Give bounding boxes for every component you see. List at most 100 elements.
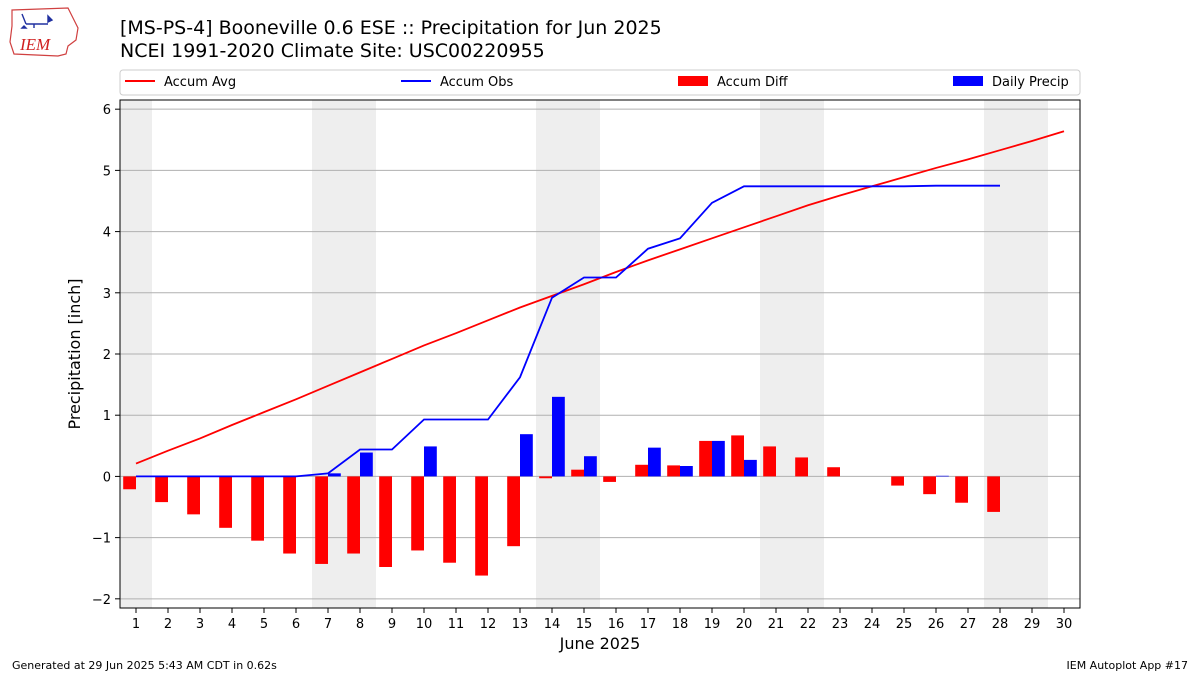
accum-diff-bar-day-10 [411, 476, 424, 551]
x-tick-label: 17 [640, 617, 657, 632]
legend-label-daily-precip: Daily Precip [992, 75, 1069, 90]
legend-label-accum-diff: Accum Diff [717, 75, 789, 90]
x-tick-label: 22 [800, 617, 817, 632]
x-tick-label: 14 [544, 617, 561, 632]
x-tick-label: 20 [736, 617, 753, 632]
x-tick-label: 10 [416, 617, 433, 632]
x-tick-label: 27 [960, 617, 977, 632]
accum-diff-bar-day-20 [731, 435, 744, 477]
accum-diff-bar-day-12 [475, 476, 488, 576]
accum-diff-bar-day-7 [315, 476, 328, 564]
legend-label-accum-obs: Accum Obs [440, 75, 513, 90]
accum-diff-bar-day-9 [379, 476, 392, 567]
bars [123, 396, 1000, 576]
accum-diff-bar-day-28 [987, 476, 1000, 512]
daily-precip-bar-day-20 [744, 459, 757, 477]
daily-precip-bar-day-17 [648, 447, 661, 477]
x-tick-label: 16 [608, 617, 625, 632]
generated-timestamp: Generated at 29 Jun 2025 5:43 AM CDT in … [12, 659, 277, 672]
y-tick-label: −1 [92, 532, 111, 547]
daily-precip-bar-day-7 [328, 473, 341, 477]
accum-diff-bar-day-3 [187, 476, 200, 515]
accum-diff-bar-day-8 [347, 476, 360, 554]
accum-diff-bar-day-22 [795, 457, 808, 477]
legend: Accum Avg Accum Obs Accum Diff Daily Pre… [119, 69, 1081, 96]
x-tick-label: 12 [480, 617, 497, 632]
y-tick-label: 6 [103, 103, 111, 118]
x-axis: 1 2 3 4 5 6 7 8 9 10 11 12 13 14 15 16 17 18 19 20 21 22 23 24 2… [132, 608, 1072, 632]
x-tick-label: 2 [164, 617, 172, 632]
x-tick-label: 24 [864, 617, 881, 632]
daily-precip-bar-day-13 [520, 434, 533, 477]
x-tick-label: 4 [228, 617, 236, 632]
y-tick-label: 4 [103, 226, 111, 241]
gridlines [120, 108, 1080, 600]
daily-precip-bar-day-8 [360, 452, 373, 477]
weather-station-icon [20, 13, 54, 29]
legend-swatch-accum-diff [678, 76, 708, 86]
accum-diff-bar-day-1 [123, 476, 136, 490]
daily-precip-bar-day-14 [552, 396, 565, 477]
accum-diff-bar-day-15 [571, 469, 584, 477]
accum-diff-bar-day-18 [667, 465, 680, 477]
x-tick-label: 15 [576, 617, 593, 632]
x-tick-label: 9 [388, 617, 396, 632]
legend-label-accum-avg: Accum Avg [164, 75, 236, 90]
daily-precip-bar-day-26 [936, 475, 949, 477]
x-tick-label: 19 [704, 617, 721, 632]
x-tick-label: 23 [832, 617, 849, 632]
daily-precip-bar-day-19 [712, 440, 725, 477]
accum-diff-bar-day-17 [635, 464, 648, 477]
y-axis: −2 −1 0 1 2 3 4 5 6 [92, 103, 120, 608]
accum-diff-bar-day-6 [283, 476, 296, 554]
daily-precip-bar-day-15 [584, 456, 597, 477]
y-tick-label: −2 [92, 593, 111, 608]
accum-diff-bar-day-26 [923, 476, 936, 495]
accum-diff-bar-day-16 [603, 476, 616, 482]
chart-title-line2: NCEI 1991-2020 Climate Site: USC00220955 [120, 40, 545, 62]
accum-diff-bar-day-21 [763, 446, 776, 477]
x-axis-label: June 2025 [559, 634, 641, 653]
y-tick-label: 3 [103, 287, 111, 302]
y-tick-label: 5 [103, 164, 111, 179]
chart-title-line1: [MS-PS-4] Booneville 0.6 ESE :: Precipit… [120, 17, 662, 39]
x-tick-label: 18 [672, 617, 689, 632]
app-label: IEM Autoplot App #17 [1066, 659, 1189, 672]
accum-diff-bar-day-13 [507, 476, 520, 547]
accum-diff-bar-day-14 [539, 476, 552, 479]
x-tick-label: 3 [196, 617, 204, 632]
accum-diff-bar-day-11 [443, 476, 456, 563]
x-tick-label: 21 [768, 617, 785, 632]
x-tick-label: 13 [512, 617, 529, 632]
x-tick-label: 29 [1024, 617, 1041, 632]
iem-logo: IEM [9, 7, 79, 57]
legend-swatch-daily-precip [953, 76, 983, 86]
daily-precip-bar-day-10 [424, 446, 437, 477]
x-tick-label: 8 [356, 617, 364, 632]
lines [135, 130, 1065, 478]
y-tick-label: 1 [103, 409, 111, 424]
x-tick-label: 7 [324, 617, 332, 632]
accum-diff-bar-day-2 [155, 476, 168, 503]
daily-precip-bar-day-18 [680, 466, 693, 477]
iowa-state-outline [9, 7, 79, 57]
legend-frame [119, 69, 1081, 96]
x-tick-label: 26 [928, 617, 945, 632]
x-tick-label: 28 [992, 617, 1009, 632]
x-tick-label: 6 [292, 617, 300, 632]
accum-diff-bar-day-23 [827, 467, 840, 477]
accum-diff-bar-day-25 [891, 476, 904, 486]
x-tick-label: 25 [896, 617, 913, 632]
x-tick-label: 11 [448, 617, 465, 632]
x-tick-label: 1 [132, 617, 140, 632]
logo-text: IEM [19, 35, 51, 54]
y-axis-label: Precipitation [inch] [65, 278, 84, 429]
accum-diff-bar-day-19 [699, 440, 712, 477]
accum-obs-line [136, 184, 1000, 478]
x-tick-label: 30 [1056, 617, 1073, 632]
y-tick-label: 2 [103, 348, 111, 363]
accum-diff-bar-day-4 [219, 476, 232, 528]
accum-diff-bar-day-27 [955, 476, 968, 503]
accum-diff-bar-day-5 [251, 476, 264, 541]
